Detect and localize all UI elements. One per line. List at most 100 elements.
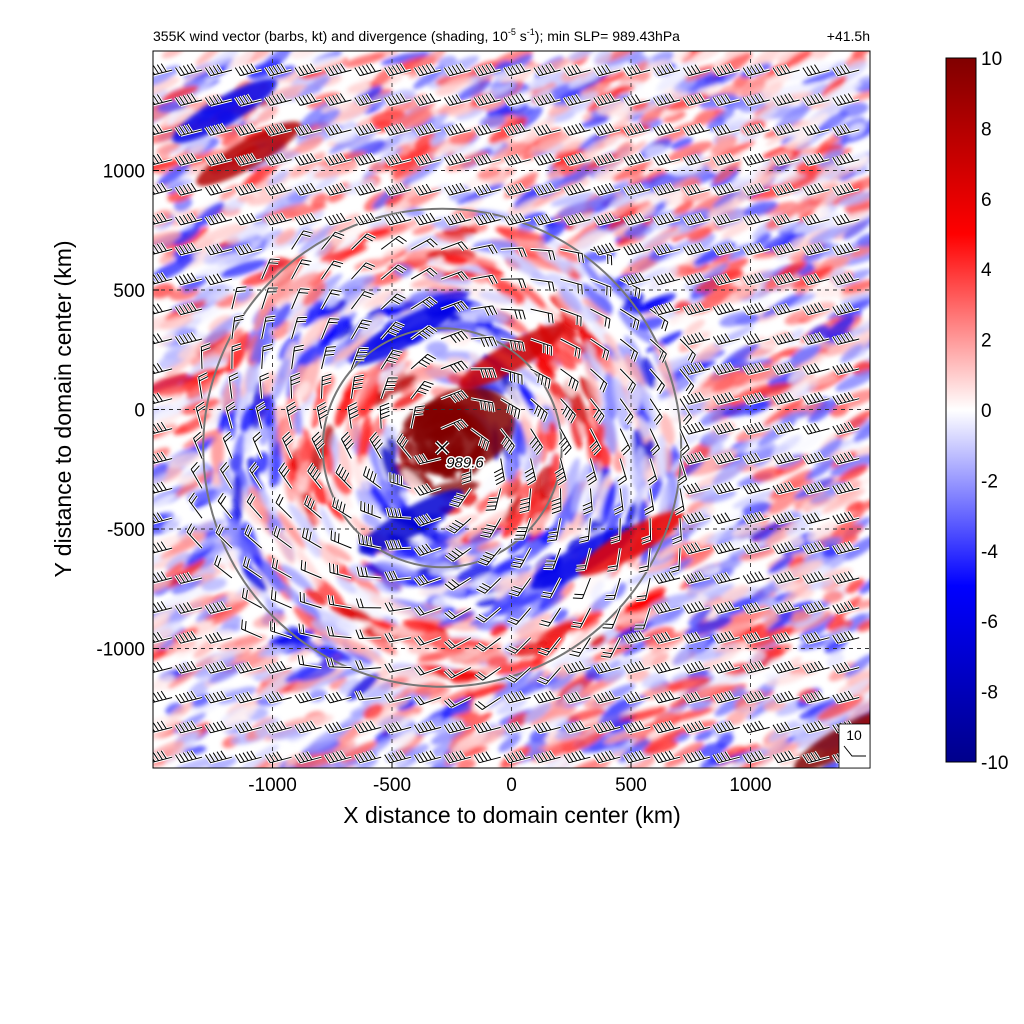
- wind-barb: [384, 63, 412, 77]
- divergence-cell: [772, 434, 802, 457]
- divergence-cell: [153, 553, 166, 568]
- wind-barb: [593, 242, 621, 256]
- wind-barb: [153, 242, 173, 255]
- wind-barb: [473, 212, 501, 226]
- wind-barb: [560, 278, 583, 295]
- wind-barb: [414, 212, 442, 226]
- wind-barb: [384, 153, 412, 166]
- wind-barb: [802, 601, 830, 614]
- divergence-feature: [358, 489, 464, 555]
- wind-barb: [682, 511, 711, 525]
- divergence-cell: [641, 672, 667, 689]
- divergence-cell: [689, 684, 736, 701]
- wind-barb: [414, 543, 442, 556]
- divergence-cell: [305, 299, 323, 321]
- colorbar-tick-label: -2: [981, 471, 998, 492]
- wind-barb: [712, 572, 740, 584]
- divergence-cell: [322, 335, 357, 366]
- wind-barb: [294, 124, 322, 136]
- wind-barb: [473, 721, 501, 734]
- wind-barb: [246, 493, 263, 519]
- wind-barb: [175, 93, 203, 106]
- divergence-cell: [598, 444, 612, 468]
- wind-barb: [234, 63, 262, 77]
- wind-barb: [712, 601, 740, 614]
- wind-barb: [554, 458, 567, 486]
- wind-barb: [682, 362, 711, 375]
- wind-barb: [623, 750, 651, 764]
- wind-barb: [324, 153, 352, 166]
- wind-barb: [682, 242, 711, 256]
- wind-barb: [440, 300, 468, 312]
- divergence-cell: [208, 314, 233, 333]
- divergence-cell: [392, 727, 418, 750]
- wind-barb: [653, 602, 681, 614]
- divergence-cell: [820, 81, 862, 105]
- wind-barb: [324, 691, 352, 704]
- wind-barb: [153, 392, 173, 405]
- wind-barb: [607, 548, 621, 572]
- divergence-cell: [464, 682, 507, 700]
- divergence-cell: [693, 242, 737, 266]
- divergence-cell: [153, 472, 168, 495]
- wind-barb: [503, 750, 531, 764]
- wind-barb: [204, 94, 233, 106]
- wind-barb: [204, 601, 233, 614]
- wind-barb: [300, 559, 322, 579]
- divergence-cell: [732, 489, 778, 509]
- wind-barb: [473, 93, 501, 106]
- divergence-cell: [157, 162, 191, 187]
- divergence-cell: [716, 732, 734, 749]
- divergence-cell: [731, 164, 770, 192]
- wind-barb: [653, 63, 681, 77]
- wind-barb: [307, 462, 322, 489]
- wind-barb: [563, 123, 591, 136]
- divergence-cell: [603, 333, 619, 353]
- divergence-cell: [194, 284, 228, 302]
- divergence-cell: [470, 305, 510, 322]
- divergence-cell: [392, 389, 426, 409]
- wind-barb: [443, 212, 472, 226]
- wind-barb: [742, 511, 770, 525]
- divergence-cell: [577, 131, 609, 154]
- divergence-cell: [504, 446, 519, 483]
- divergence-cell: [808, 398, 839, 423]
- wind-barb: [674, 488, 685, 516]
- wind-barb: [324, 93, 352, 106]
- wind-barb: [570, 607, 591, 628]
- divergence-cell: [182, 429, 221, 449]
- divergence-cell: [749, 51, 783, 69]
- wind-barb: [533, 182, 561, 196]
- divergence-cell: [451, 730, 488, 756]
- wind-barb: [529, 428, 543, 455]
- divergence-cell: [322, 444, 334, 476]
- divergence-feature: [578, 510, 684, 576]
- wind-barb: [641, 518, 652, 544]
- divergence-cell: [835, 369, 870, 392]
- wind-barb: [506, 637, 531, 654]
- wind-barb: [619, 338, 638, 362]
- wind-barb: [264, 63, 292, 77]
- divergence-cell: [336, 575, 357, 594]
- wind-barb: [304, 495, 322, 519]
- wind-barb: [380, 293, 406, 310]
- wind-barb: [524, 458, 537, 486]
- divergence-cell: [393, 263, 413, 278]
- divergence-cell: [398, 449, 415, 476]
- divergence-cell: [432, 595, 454, 609]
- divergence-cell: [513, 106, 535, 118]
- divergence-cell: [850, 237, 870, 258]
- divergence-cell: [583, 569, 610, 597]
- wind-barb: [355, 598, 382, 609]
- wind-barb: [470, 428, 490, 451]
- divergence-cell: [721, 584, 750, 603]
- wind-barb: [470, 274, 498, 285]
- divergence-cell: [300, 405, 314, 429]
- wind-barb: [712, 153, 740, 166]
- divergence-cell: [368, 616, 395, 632]
- divergence-cell: [190, 355, 222, 375]
- divergence-cell: [859, 577, 870, 595]
- wind-barb: [204, 153, 233, 166]
- divergence-cell: [343, 52, 386, 68]
- wind-barb: [380, 349, 403, 370]
